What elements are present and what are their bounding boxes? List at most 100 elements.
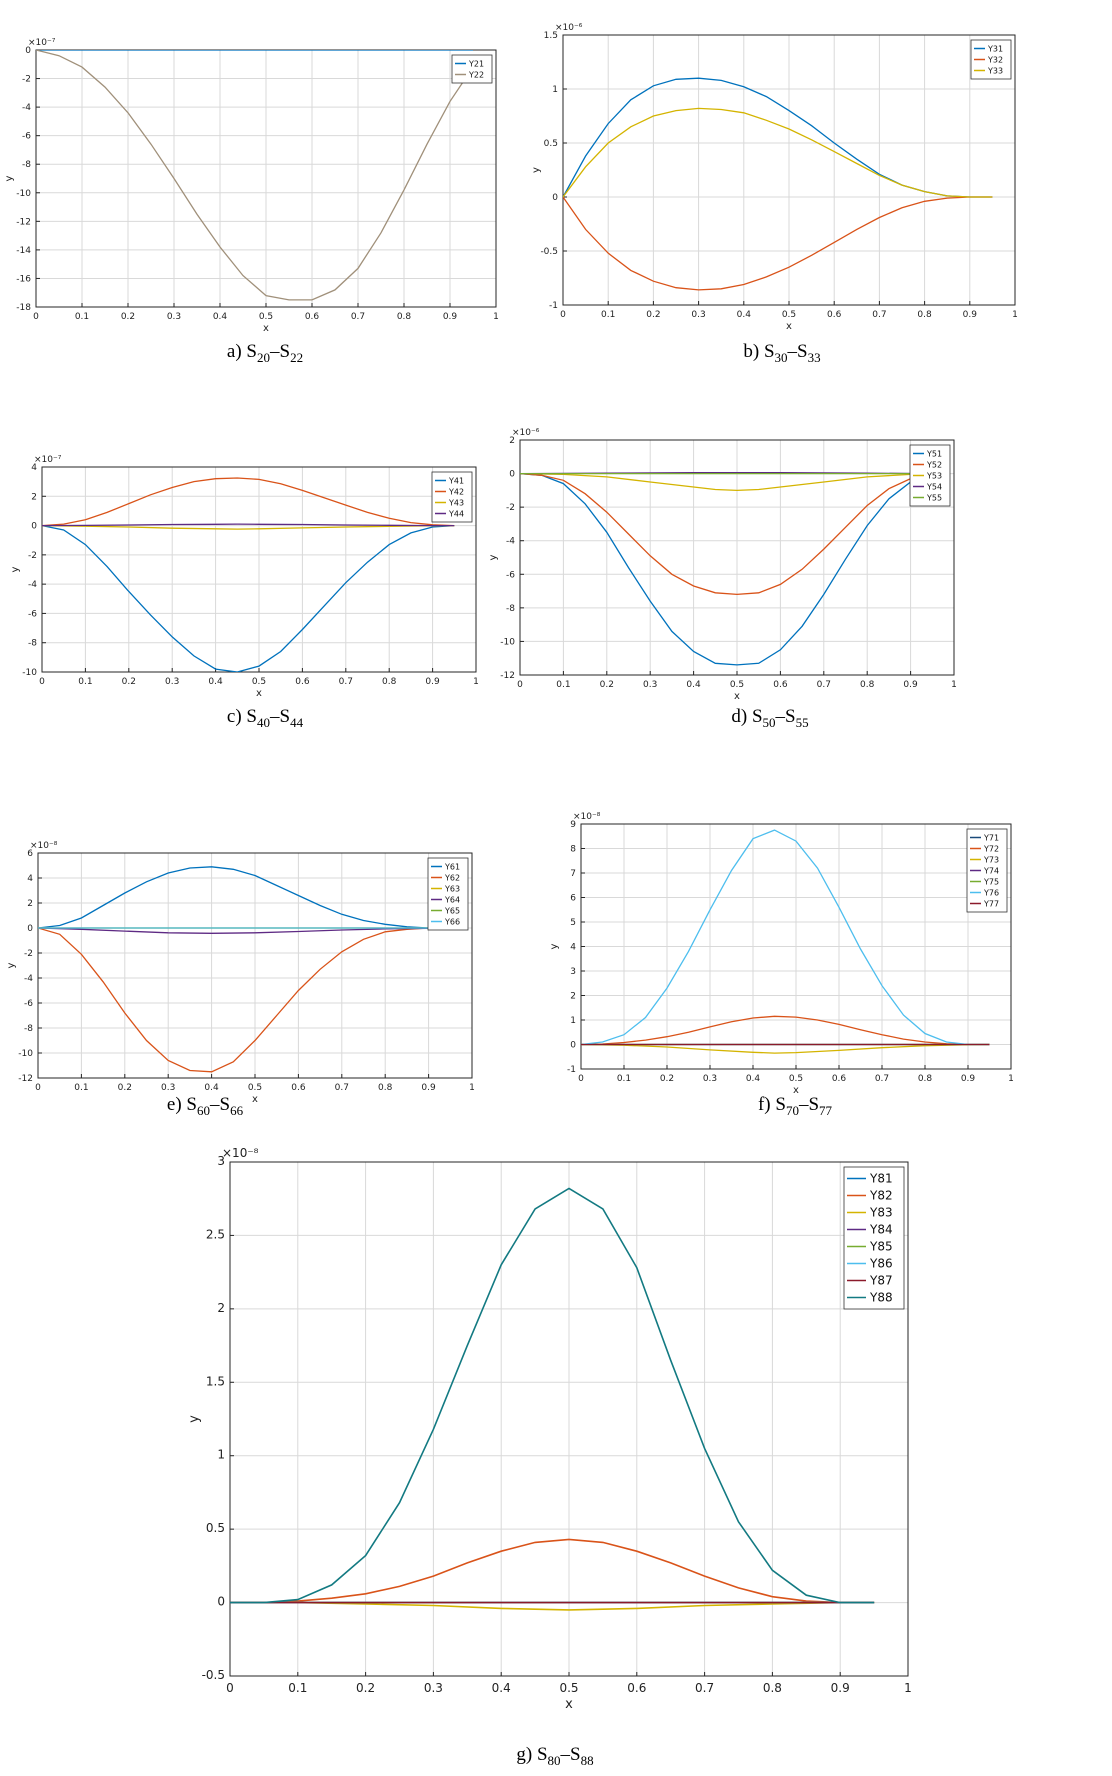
y-tick-label: -10: [22, 668, 37, 678]
y-tick-label: -6: [24, 999, 33, 1009]
x-axis-label: x: [786, 321, 792, 332]
x-tick-label: 0.1: [74, 1083, 88, 1093]
x-tick-label: 0.5: [782, 310, 796, 320]
x-tick-label: 1: [904, 1681, 912, 1695]
chart-d: 0 0.1 0.2 0.3 0.4 0.5 0.6 0.7 0.8 0.9 1 2 0 -2 -4 -6 -8 -…: [488, 428, 957, 730]
chart-c: 0 0.1 0.2 0.3 0.4 0.5 0.6 0.7 0.8 0.9 1 4 2 0 -2 -4 -6 -8…: [10, 455, 479, 730]
series-line-y73: [581, 1043, 990, 1054]
x-tick-label: 0.6: [295, 677, 310, 687]
y-tick-label: -10: [500, 637, 515, 647]
legend-label: Y44: [448, 510, 464, 519]
x-axis-label: x: [734, 691, 740, 702]
x-tick-label: 0.3: [691, 310, 705, 320]
legend-label: Y71: [983, 834, 999, 843]
x-tick-label: 0.5: [248, 1083, 262, 1093]
x-tick-label: 0.2: [646, 310, 660, 320]
x-tick-label: 0.3: [703, 1074, 717, 1084]
series-line-y64: [38, 927, 451, 934]
y-tick-label: -4: [24, 974, 33, 984]
axis-exponent: ×10⁻⁷: [34, 455, 62, 465]
panel-caption: a) S20–S22: [227, 341, 303, 365]
x-tick-label: 0.2: [356, 1681, 375, 1695]
x-tick-label: 0.8: [378, 1083, 393, 1093]
x-tick-label: 0.4: [686, 680, 701, 690]
x-tick-label: 0.1: [75, 312, 89, 322]
y-axis-label: y: [549, 943, 560, 949]
y-tick-label: -4: [506, 537, 515, 547]
x-tick-label: 0.9: [425, 677, 440, 687]
x-tick-label: 0.1: [78, 677, 92, 687]
legend-label: Y22: [468, 71, 484, 80]
legend-box: [843, 1166, 905, 1310]
legend-label: Y21: [468, 60, 484, 69]
x-tick-label: 0: [578, 1074, 584, 1084]
legend-label: Y64: [444, 896, 460, 905]
y-tick-label: 3: [570, 967, 576, 977]
legend-label: Y86: [869, 1257, 893, 1271]
x-tick-label: 0.4: [213, 312, 228, 322]
y-tick-label: 1: [570, 1016, 576, 1026]
y-tick-label: -8: [24, 1024, 33, 1034]
legend-label: Y84: [869, 1223, 893, 1237]
x-tick-label: 1: [951, 680, 957, 690]
y-tick-label: -4: [28, 580, 37, 590]
x-tick-label: 0.9: [443, 312, 458, 322]
y-tick-label: -0.5: [540, 247, 558, 257]
legend-label: Y81: [869, 1172, 893, 1186]
x-tick-label: 0.4: [208, 677, 223, 687]
y-tick-label: 0.5: [544, 139, 558, 149]
legend-label: Y41: [448, 477, 464, 486]
x-tick-label: 0.7: [695, 1681, 714, 1695]
x-tick-label: 0.7: [339, 677, 353, 687]
legend-label: Y55: [926, 494, 942, 503]
x-tick-label: 0.1: [617, 1074, 631, 1084]
y-tick-label: 4: [31, 463, 37, 473]
x-tick-label: 0.6: [827, 310, 842, 320]
legend-label: Y52: [926, 461, 942, 470]
legend-box: [427, 857, 469, 931]
series-line-y76: [581, 829, 990, 1046]
series-line-y72: [581, 1015, 990, 1046]
y-tick-label: 0.5: [206, 1521, 225, 1535]
x-tick-label: 0.4: [746, 1074, 761, 1084]
x-tick-label: 0.2: [122, 677, 136, 687]
x-tick-label: 0.8: [397, 312, 412, 322]
x-tick-label: 0.8: [382, 677, 397, 687]
x-tick-label: 0.3: [424, 1681, 443, 1695]
legend-label: Y32: [987, 56, 1003, 65]
x-tick-label: 0.6: [305, 312, 320, 322]
legend-label: Y33: [987, 67, 1003, 76]
x-tick-label: 1: [473, 677, 479, 687]
y-tick-label: 0: [552, 193, 558, 203]
legend-label: Y83: [869, 1206, 893, 1220]
x-tick-label: 0.6: [291, 1083, 306, 1093]
y-tick-label: -12: [18, 1074, 33, 1084]
y-tick-label: 0: [217, 1595, 225, 1609]
x-tick-label: 0.9: [903, 680, 918, 690]
x-axis-label: x: [256, 688, 262, 699]
legend-label: Y31: [987, 45, 1003, 54]
x-tick-label: 0.1: [288, 1681, 307, 1695]
series-line-y33: [563, 107, 993, 198]
series-line-y61: [38, 866, 451, 929]
x-tick-label: 0: [35, 1083, 41, 1093]
legend-label: Y76: [983, 889, 999, 898]
y-tick-label: 9: [570, 820, 576, 830]
x-tick-label: 0.1: [601, 310, 615, 320]
y-tick-label: 1.5: [206, 1374, 225, 1388]
x-tick-label: 0.4: [737, 310, 752, 320]
y-tick-label: 0: [570, 1041, 576, 1051]
y-tick-label: -6: [28, 609, 37, 619]
legend-label: Y62: [444, 874, 460, 883]
x-tick-label: 0.6: [627, 1681, 646, 1695]
series-line-y52: [520, 472, 933, 596]
x-tick-label: 0.2: [660, 1074, 674, 1084]
x-tick-label: 0.7: [335, 1083, 349, 1093]
legend-label: Y77: [983, 900, 999, 909]
y-tick-label: 2: [509, 436, 515, 446]
legend: Y31 Y32 Y33: [970, 39, 1012, 80]
y-tick-label: 1.5: [544, 31, 558, 41]
legend-label: Y61: [444, 863, 460, 872]
series-line-y51: [520, 472, 933, 666]
y-tick-label: -1: [567, 1065, 576, 1075]
